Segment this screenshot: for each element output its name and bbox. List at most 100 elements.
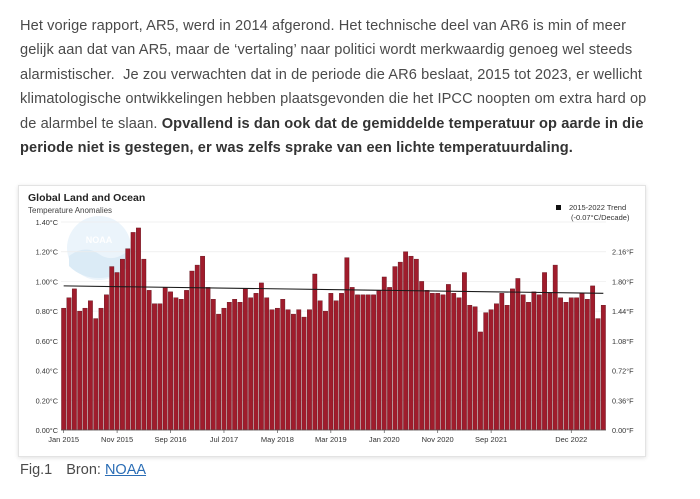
temperature-bar <box>568 297 574 431</box>
temperature-bar <box>77 310 83 431</box>
temperature-bar <box>216 313 222 431</box>
temperature-bar <box>333 300 339 431</box>
temperature-bar <box>264 297 270 431</box>
temperature-bar <box>323 310 328 431</box>
temperature-bar <box>344 257 350 431</box>
temperature-bar <box>104 294 109 431</box>
temperature-bar <box>301 316 307 431</box>
temperature-bar <box>451 293 457 431</box>
temperature-bar <box>141 258 147 431</box>
temperature-bar <box>520 294 526 431</box>
temperature-bar <box>285 309 291 431</box>
temperature-bar <box>280 299 286 431</box>
y-tick-label-right: 1.80°F <box>612 277 634 286</box>
temperature-bar <box>130 232 136 431</box>
temperature-bar <box>258 282 264 431</box>
temperature-bar <box>381 276 387 431</box>
article-bold-text: Opvallend is dan ook dat de gemiddelde t… <box>20 115 644 157</box>
temperature-bar <box>189 270 195 431</box>
temperature-bar <box>226 302 232 431</box>
temperature-bar <box>178 299 184 431</box>
temperature-bar <box>162 287 168 431</box>
temperature-bar <box>467 304 473 431</box>
legend: 2015-2022 Trend (-0.07°C/Decade) <box>556 203 630 222</box>
y-tick-label-left: 0.60°C <box>36 337 58 346</box>
temperature-bar <box>371 294 376 431</box>
temperature-bar <box>237 302 243 431</box>
x-tick-label: Sep 2016 <box>154 435 186 444</box>
temperature-bar <box>312 273 318 431</box>
temperature-bar <box>61 307 67 431</box>
temperature-bar <box>456 297 462 431</box>
y-tick-label-left: 0.40°C <box>36 367 58 376</box>
temperature-bar <box>168 291 173 431</box>
x-tick-label: Sep 2021 <box>475 435 507 444</box>
x-tick-label: Jan 2020 <box>369 435 400 444</box>
temperature-bar <box>275 307 280 431</box>
temperature-bar <box>542 272 547 431</box>
legend-label: 2015-2022 Trend <box>569 203 626 212</box>
article-paragraph: Het vorige rapport, AR5, werd in 2014 af… <box>20 14 650 160</box>
temperature-bar <box>376 290 382 431</box>
y-tick-label-left: 1.20°C <box>36 248 58 257</box>
temperature-bar <box>584 299 590 431</box>
temperature-bar <box>146 290 152 431</box>
temperature-bar <box>205 287 211 431</box>
temperature-bar <box>531 291 537 431</box>
temperature-bar <box>595 318 601 431</box>
temperature-bar <box>242 288 248 431</box>
temperature-bar <box>349 287 355 431</box>
y-tick-label-left: 1.00°C <box>36 277 58 286</box>
temperature-bar <box>184 290 189 431</box>
temperature-bar <box>221 307 227 431</box>
x-tick-label: Nov 2015 <box>101 435 133 444</box>
x-tick-label: Jul 2017 <box>210 435 238 444</box>
figure-caption: Fig.1 Bron: NOAA <box>20 462 146 478</box>
temperature-bar <box>429 293 435 431</box>
chart-subtitle: Temperature Anomalies <box>28 206 112 215</box>
temperature-bar <box>307 309 312 431</box>
y-tick-label-left: 0.20°C <box>36 396 58 405</box>
x-tick-label: Nov 2020 <box>422 435 454 444</box>
temperature-bar <box>317 300 323 431</box>
temperature-bar <box>157 303 163 431</box>
temperature-bar <box>558 297 563 431</box>
temperature-bar <box>579 293 585 431</box>
temperature-bar <box>600 304 606 431</box>
temperature-bar <box>269 309 275 431</box>
noaa-logo-text: NOAA <box>86 235 113 245</box>
x-tick-label: Jan 2015 <box>48 435 79 444</box>
temperature-bar <box>552 264 558 431</box>
temperature-bar <box>413 258 419 431</box>
legend-marker <box>556 205 561 210</box>
noaa-source-link[interactable]: NOAA <box>104 462 147 478</box>
temperature-bar <box>109 266 115 431</box>
temperature-bar <box>494 303 499 431</box>
temperature-bar <box>547 293 553 431</box>
temperature-bar <box>462 272 467 431</box>
temperature-bar <box>339 293 344 431</box>
temperature-bar <box>403 251 409 431</box>
temperature-bar <box>328 293 334 431</box>
y-tick-label-left: 1.40°C <box>36 218 58 227</box>
temperature-bar <box>424 290 430 431</box>
temperature-bar <box>355 294 360 431</box>
temperature-bar <box>253 293 259 431</box>
temperature-bar <box>152 303 157 431</box>
y-tick-label-right: 1.44°F <box>612 307 634 316</box>
temperature-bar <box>387 287 392 431</box>
temperature-bar <box>248 297 254 431</box>
y-tick-label-right: 0.00°F <box>612 426 634 435</box>
temperature-bar <box>435 293 441 431</box>
temperature-bar <box>483 312 489 431</box>
caption-source-prefix: Bron: <box>66 462 101 478</box>
temperature-bar <box>499 293 505 431</box>
temperature-bar <box>526 302 531 431</box>
temperature-bar <box>440 294 446 431</box>
temperature-bar <box>296 309 302 431</box>
temperature-bar <box>365 294 371 431</box>
temperature-bar <box>472 306 478 431</box>
y-tick-label-right: 1.08°F <box>612 337 634 346</box>
temperature-bar <box>574 297 579 431</box>
temperature-chart-figure: Global Land and Ocean Temperature Anomal… <box>18 185 646 457</box>
